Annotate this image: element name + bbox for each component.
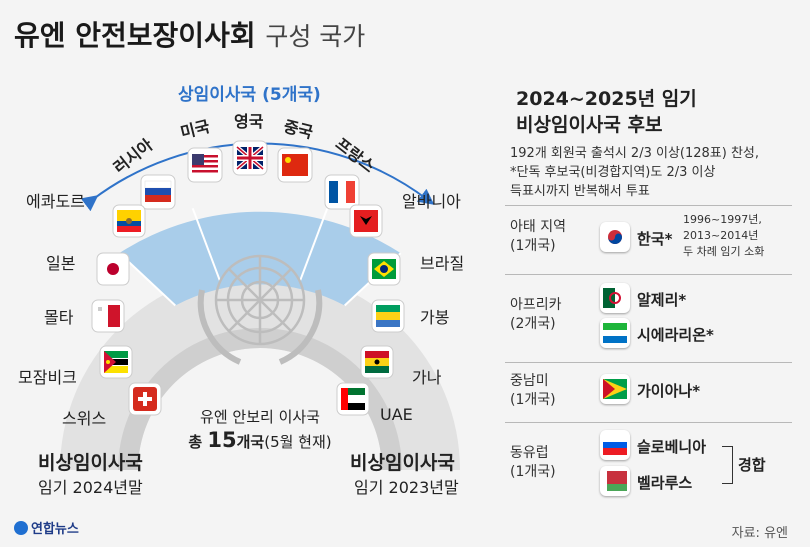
region-count: (1개국): [510, 392, 556, 408]
flag-ghana-icon: [360, 345, 394, 379]
candidate-belarus: 벨라루스: [637, 474, 693, 492]
nonperm-right-albania: 알바니아: [402, 192, 461, 211]
flag-albania-icon: [349, 204, 383, 238]
korea-note-line3: 두 차례 임기 소화: [683, 245, 765, 258]
source-text: 자료: 유엔: [731, 526, 788, 541]
flag-mozambique-icon: [99, 345, 133, 379]
page-title: 유엔 안전보장이사회 구성 국가: [14, 14, 365, 54]
candidates-note: 192개 회원국 출석시 2/3 이상(128표) 찬성, *단독 후보국(비경…: [510, 144, 759, 201]
logo-icon: [14, 521, 28, 535]
flag-belarus-icon: [600, 466, 630, 496]
flag-sierra-leone-icon: [600, 318, 630, 348]
candidates-title: 2024~2025년 임기 비상임이사국 후보: [516, 86, 697, 138]
nonperm-right-gabon: 가봉: [420, 308, 450, 327]
candidate-guyana: 가이아나*: [637, 382, 701, 400]
flag-slovenia-icon: [600, 430, 630, 460]
nonperm-left-mozambique: 모잠비크: [18, 368, 77, 387]
candidate-slovenia: 슬로베니아: [637, 438, 707, 456]
inner-ring: [118, 328, 402, 470]
permanent-country-uk: 영국: [234, 112, 264, 131]
nonperm-left-term: 임기 2024년말: [38, 478, 143, 497]
flag-japan-icon: [96, 252, 130, 286]
center-line1: 유엔 안보리 이사국: [200, 408, 320, 426]
region-count: (2개국): [510, 316, 556, 332]
contest-label: 경합: [738, 456, 766, 474]
center-total-prefix: 총: [188, 433, 208, 451]
candidate-sierra-leone: 시에라리온*: [637, 326, 714, 344]
candidates-title-line1: 2024~2025년 임기: [516, 88, 697, 110]
flag-ecuador-icon: [112, 204, 146, 238]
flag-france-icon: [324, 174, 360, 210]
region-latin-america: 중남미 (1개국): [510, 372, 556, 410]
nonperm-right-brazil: 브라질: [420, 254, 465, 273]
title-sub: 구성 국가: [265, 22, 366, 51]
nonperm-right-heading: 비상임이사국: [350, 452, 455, 474]
region-africa: 아프리카 (2개국): [510, 296, 562, 334]
korea-note: 1996~1997년, 2013~2014년 두 차례 임기 소화: [683, 212, 764, 260]
nonperm-left-heading: 비상임이사국: [38, 452, 143, 474]
candidates-title-line2: 비상임이사국 후보: [516, 114, 663, 136]
nonperm-right-term: 임기 2023년말: [354, 478, 459, 497]
flag-uae-icon: [336, 382, 370, 416]
flag-china-icon: [277, 147, 313, 183]
nonperm-left-ecuador: 에콰도르: [26, 192, 85, 211]
region-count: (1개국): [510, 238, 556, 254]
nonperm-left-malta: 몰타: [44, 308, 74, 327]
center-total-number: 15: [207, 428, 237, 452]
flag-malta-icon: [91, 299, 125, 333]
un-emblem-icon: [197, 254, 323, 365]
candidates-note-line1: 192개 회원국 출석시 2/3 이상(128표) 찬성,: [510, 146, 760, 161]
flag-usa-icon: [187, 147, 223, 183]
flag-brazil-icon: [367, 252, 401, 286]
divider: [505, 274, 792, 275]
title-main: 유엔 안전보장이사회: [14, 19, 256, 52]
korea-note-line2: 2013~2014년: [683, 229, 759, 242]
region-name: 아프리카: [510, 297, 562, 313]
nonperm-left-japan: 일본: [46, 254, 76, 273]
contest-bracket: [722, 446, 733, 484]
divider: [505, 205, 792, 206]
flag-korea-icon: [600, 222, 630, 252]
center-line2: 총 15개국(5월 현재): [170, 428, 350, 452]
permanent-label: 상임이사국 (5개국): [178, 85, 321, 105]
nonperm-right-ghana: 가나: [412, 368, 442, 387]
outer-ring: [60, 270, 460, 470]
center-total-unit: 개국: [236, 433, 265, 451]
flag-gabon-icon: [371, 299, 405, 333]
candidates-note-line3: 득표시까지 반복해서 투표: [510, 184, 650, 199]
nonperm-left-switzerland: 스위스: [62, 409, 107, 428]
flag-russia-icon: [140, 174, 176, 210]
flag-guyana-icon: [600, 374, 630, 404]
flag-switzerland-icon: [128, 382, 162, 416]
region-name: 아태 지역: [510, 219, 566, 235]
yonhap-logo: 연합뉴스: [14, 518, 79, 537]
candidates-note-line2: *단독 후보국(비경합지역)도 2/3 이상: [510, 165, 716, 180]
korea-note-line1: 1996~1997년,: [683, 213, 762, 226]
region-name: 중남미: [510, 373, 549, 389]
logo-text: 연합뉴스: [31, 522, 79, 537]
flag-uk-icon: [232, 140, 268, 176]
region-count: (1개국): [510, 464, 556, 480]
center-date: (5월 현재): [264, 433, 332, 451]
nonperm-right-uae: UAE: [380, 405, 413, 424]
candidate-korea: 한국*: [637, 230, 673, 248]
region-name: 동유럽: [510, 445, 549, 461]
flag-algeria-icon: [600, 283, 630, 313]
candidate-algeria: 알제리*: [637, 291, 687, 309]
region-asia-pacific: 아태 지역 (1개국): [510, 218, 566, 256]
region-eastern-europe: 동유럽 (1개국): [510, 444, 556, 482]
divider: [505, 362, 792, 363]
divider: [505, 422, 792, 423]
